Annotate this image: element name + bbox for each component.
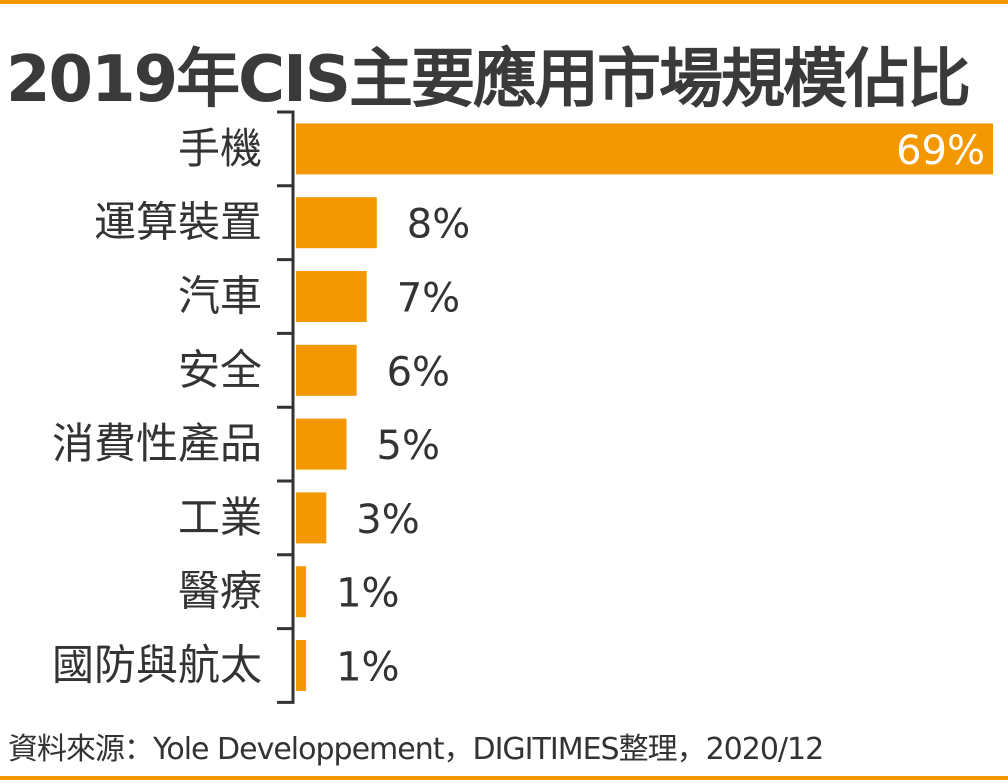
bar-6 — [296, 566, 307, 618]
category-label: 運算裝置 — [94, 198, 262, 247]
bar-0 — [296, 123, 993, 175]
category-label: 安全 — [178, 345, 262, 394]
data-label: 5% — [377, 423, 440, 469]
source-note: 資料來源：Yole Developpement，DIGITIMES整理，2020… — [8, 732, 824, 767]
category-label: 汽車 — [178, 272, 262, 321]
category-label: 手機 — [178, 124, 262, 173]
data-label: 69% — [896, 128, 985, 174]
category-label: 醫療 — [178, 567, 262, 616]
category-label: 消費性產品 — [52, 419, 262, 468]
bar-3 — [296, 344, 357, 396]
data-label: 7% — [397, 276, 460, 322]
bar-5 — [296, 492, 327, 544]
category-label: 工業 — [178, 493, 262, 542]
top-rule — [0, 0, 1008, 4]
data-label: 3% — [356, 497, 419, 543]
bar-4 — [296, 418, 347, 470]
bar-1 — [296, 197, 377, 249]
data-label: 8% — [407, 202, 470, 248]
bar-7 — [296, 640, 307, 691]
chart-title: 2019年CIS主要應用市場規模佔比 — [6, 43, 971, 117]
data-label: 6% — [387, 349, 450, 395]
category-label: 國防與航太 — [52, 641, 262, 690]
bar-2 — [296, 271, 367, 322]
data-label: 1% — [336, 645, 399, 691]
data-label: 1% — [336, 571, 399, 617]
bottom-rule — [0, 776, 1008, 780]
